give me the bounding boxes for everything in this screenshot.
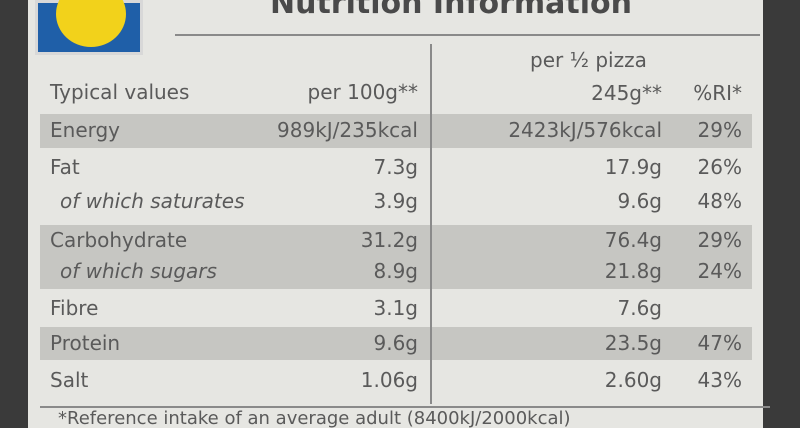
- header: Typical values: [50, 80, 190, 104]
- cell: 43%: [697, 368, 742, 392]
- row-band: [40, 225, 752, 289]
- header: %RI*: [693, 81, 742, 105]
- cell: 17.9g: [604, 155, 662, 179]
- row-label: Fibre: [50, 296, 99, 320]
- cell: 9.6g: [373, 331, 418, 355]
- cell: 23.5g: [604, 331, 662, 355]
- label: [28, 0, 763, 428]
- cell: 29%: [697, 228, 742, 252]
- cell: 31.2g: [360, 228, 418, 252]
- footnote: *Reference intake of an average adult (8…: [40, 406, 770, 428]
- cell: 21.8g: [604, 259, 662, 283]
- cell: 26%: [697, 155, 742, 179]
- cell: 7.3g: [373, 155, 418, 179]
- row-label: of which saturates: [60, 189, 245, 213]
- row-band: [40, 327, 752, 360]
- cell: 3.9g: [373, 189, 418, 213]
- row-label: Energy: [50, 118, 121, 142]
- cell: 9.6g: [617, 189, 662, 213]
- row-label: of which sugars: [60, 259, 217, 283]
- row-label: Carbohydrate: [50, 228, 188, 252]
- logo: [35, 0, 143, 55]
- cell: 7.6g: [617, 296, 662, 320]
- cell: 2423kJ/576kcal: [508, 118, 662, 142]
- cell: 47%: [697, 331, 742, 355]
- cell: 1.06g: [360, 368, 418, 392]
- header: 245g**: [591, 81, 662, 105]
- cell: 989kJ/235kcal: [277, 118, 418, 142]
- cell: 8.9g: [373, 259, 418, 283]
- row-label: Salt: [50, 368, 89, 392]
- row-label: Fat: [50, 155, 80, 179]
- cell: 3.1g: [373, 296, 418, 320]
- cell: 2.60g: [604, 368, 662, 392]
- cell: 76.4g: [604, 228, 662, 252]
- header: per ½ pizza: [530, 48, 647, 72]
- cell: 24%: [697, 259, 742, 283]
- rule: [175, 34, 760, 36]
- cell: 29%: [697, 118, 742, 142]
- header: per 100g**: [307, 80, 418, 104]
- cell: 48%: [697, 189, 742, 213]
- divider: [430, 44, 432, 404]
- row-band: [40, 114, 752, 148]
- title: Nutrition Information: [270, 0, 632, 21]
- row-label: Protein: [50, 331, 121, 355]
